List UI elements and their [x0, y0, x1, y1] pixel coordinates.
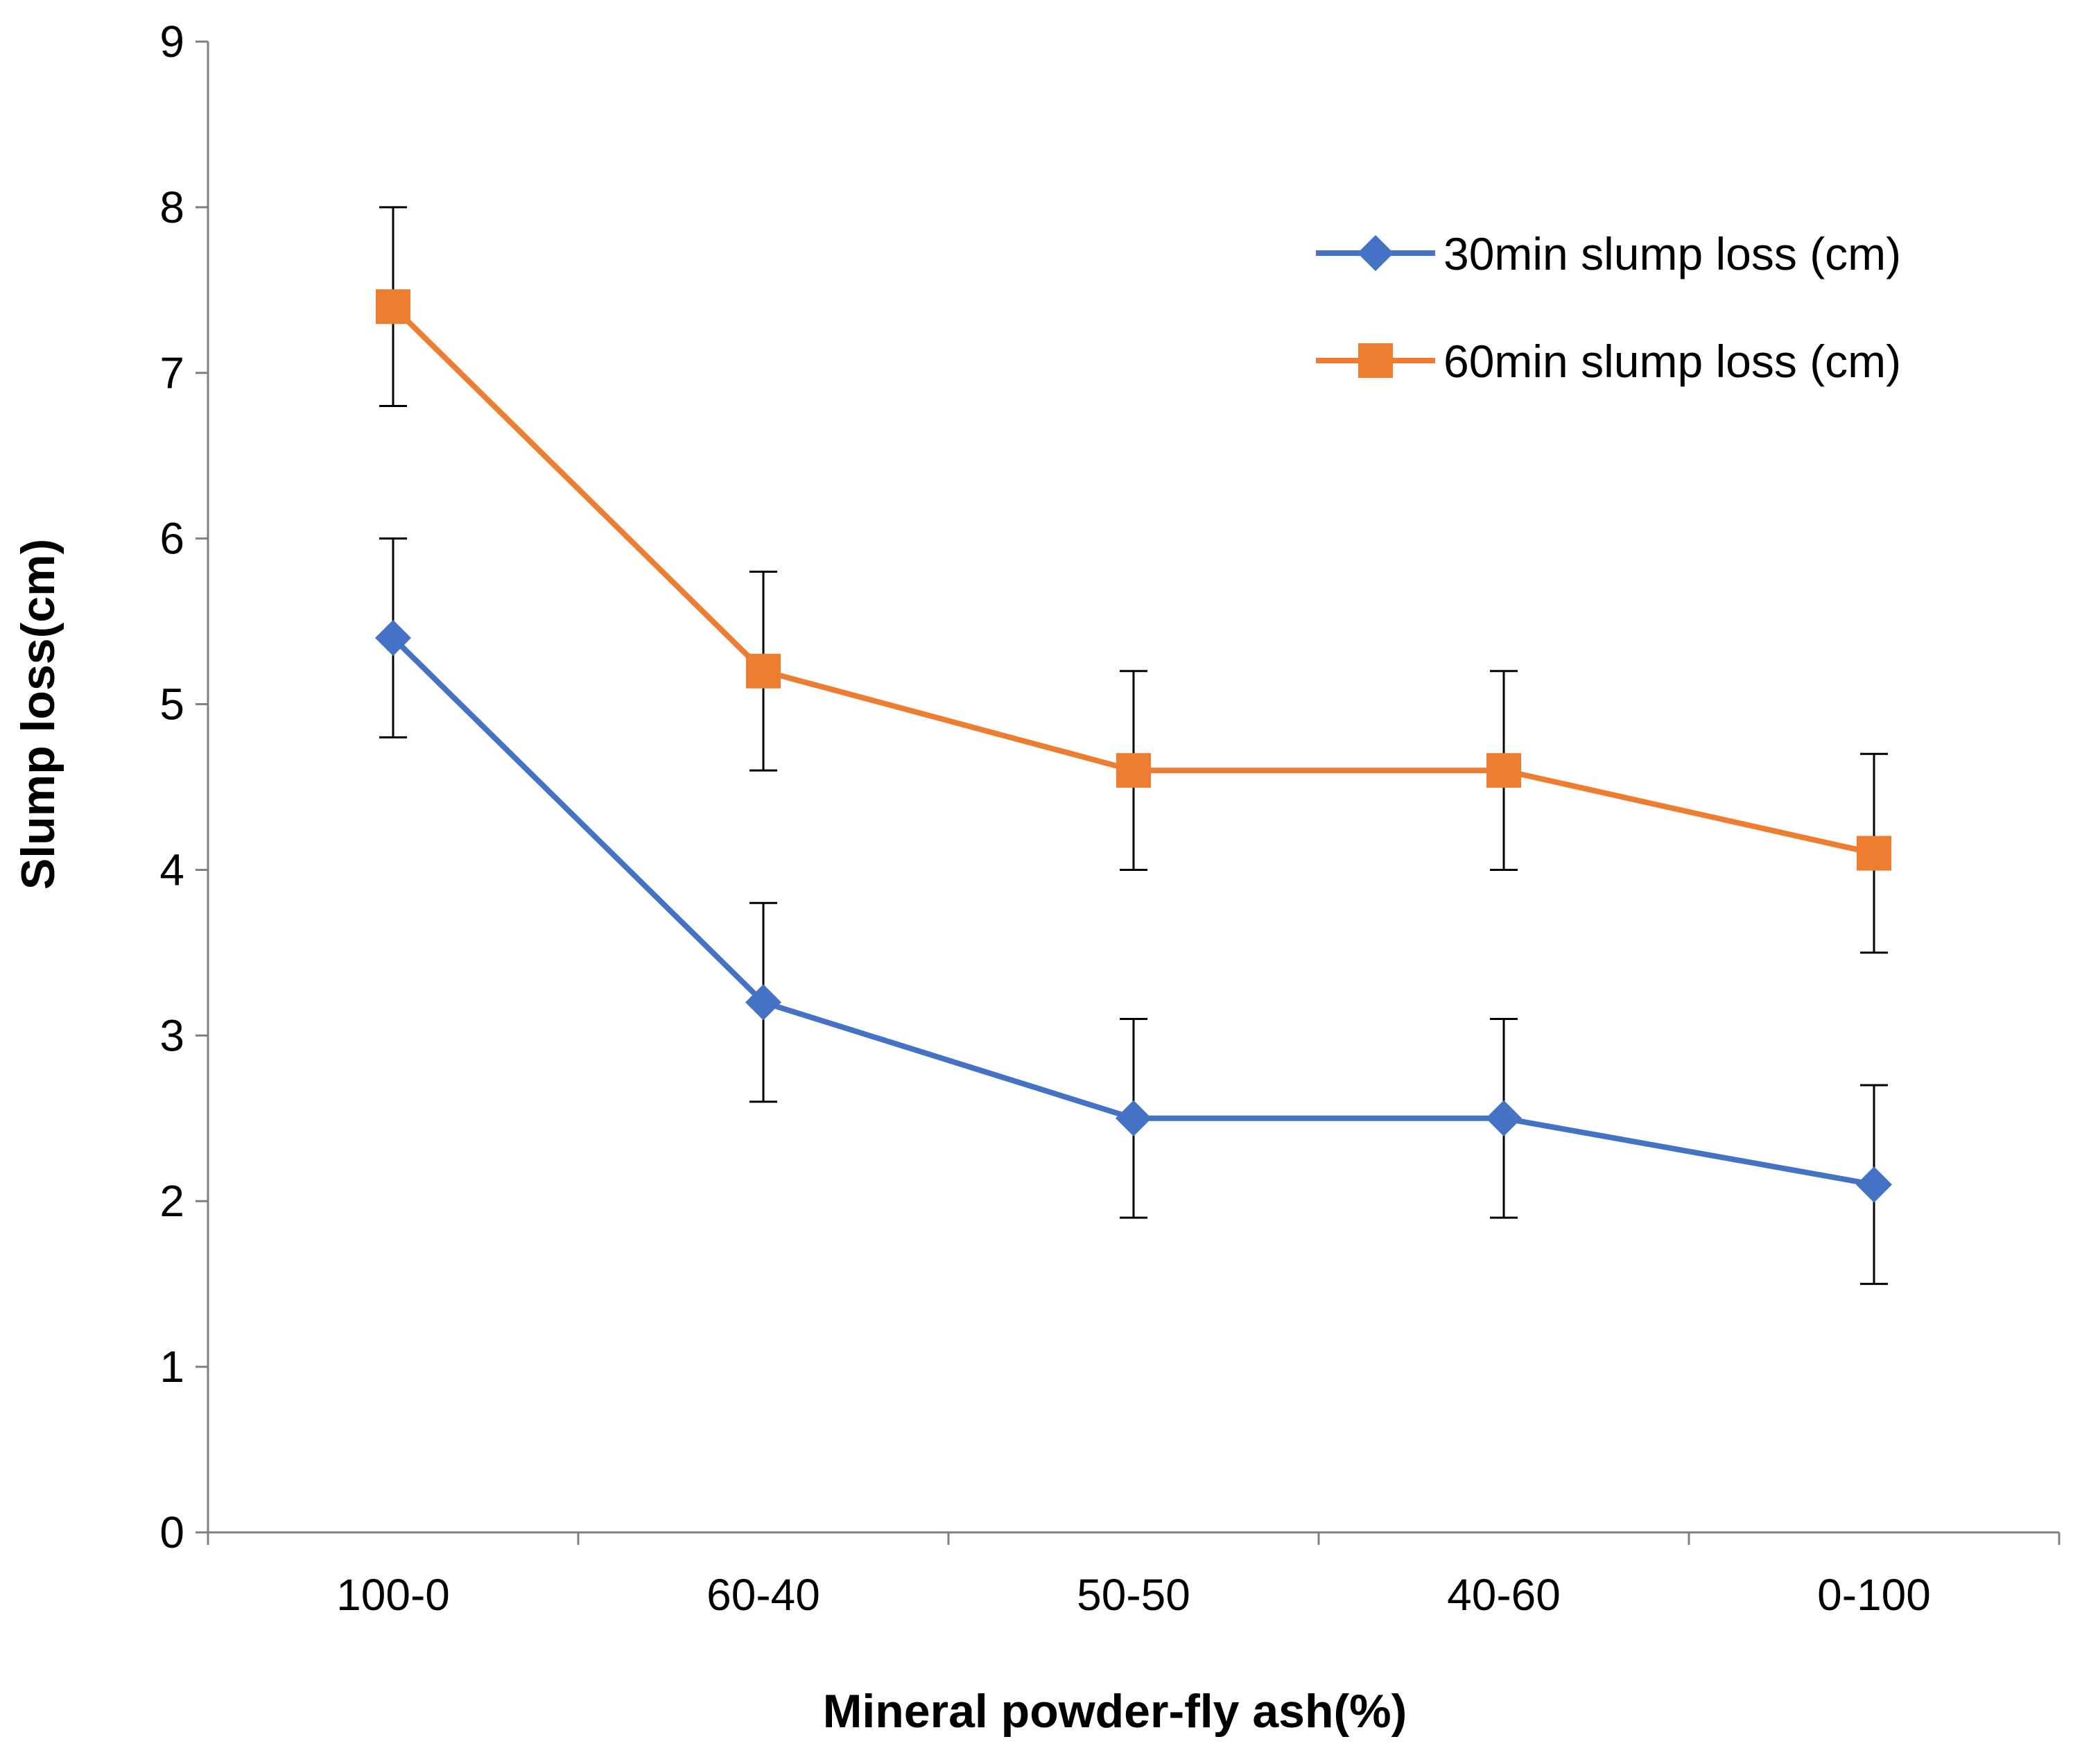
data-point — [1486, 1100, 1522, 1136]
x-tick-label: 40-60 — [1447, 1570, 1561, 1620]
legend-label: 60min slump loss (cm) — [1443, 336, 1901, 387]
legend-item: 60min slump loss (cm) — [1316, 336, 1901, 387]
y-tick-label: 3 — [159, 1010, 184, 1060]
series-layer — [375, 289, 1892, 1203]
x-tick-label: 100-0 — [336, 1570, 450, 1620]
legend: 30min slump loss (cm) 60min slump loss (c… — [1316, 228, 1901, 387]
legend-marker — [1358, 235, 1394, 271]
y-tick-label: 4 — [159, 845, 184, 894]
data-point — [1857, 836, 1891, 871]
data-point — [376, 289, 410, 325]
y-tick-label: 6 — [159, 514, 184, 564]
y-tick-label: 1 — [159, 1342, 184, 1392]
series-1 — [375, 620, 1892, 1203]
legend-marker — [1358, 343, 1393, 378]
y-tick-label: 2 — [159, 1176, 184, 1226]
x-tick-label: 60-40 — [706, 1570, 820, 1620]
x-tick-label: 0-100 — [1817, 1570, 1931, 1620]
data-point — [1116, 753, 1151, 788]
y-tick-label: 8 — [159, 182, 184, 232]
legend-item: 30min slump loss (cm) — [1316, 228, 1901, 279]
y-tick-label: 7 — [159, 348, 184, 398]
data-point — [745, 984, 781, 1021]
x-axis-title: Mineral powder-fly ash(%) — [823, 1685, 1407, 1738]
axes: 0 1 2 3 4 5 6 7 8 9 100-0 60-40 50-50 40-60 0-100 — [159, 17, 2061, 1620]
data-point — [746, 653, 781, 689]
legend-label: 30min slump loss (cm) — [1443, 228, 1901, 279]
data-point — [1116, 1100, 1152, 1136]
y-ticks: 0 1 2 3 4 5 6 7 8 9 — [159, 17, 208, 1557]
y-axis-title: Slump loss(cm) — [12, 539, 64, 890]
x-ticks: 100-0 60-40 50-50 40-60 0-100 — [207, 1532, 2061, 1620]
data-point — [375, 620, 411, 656]
data-point — [1856, 1166, 1892, 1203]
x-tick-label: 50-50 — [1077, 1570, 1190, 1620]
data-point — [1486, 753, 1521, 788]
y-tick-label: 9 — [159, 17, 184, 67]
series-2 — [376, 289, 1891, 871]
y-tick-label: 0 — [159, 1507, 184, 1557]
y-tick-label: 5 — [159, 680, 184, 729]
